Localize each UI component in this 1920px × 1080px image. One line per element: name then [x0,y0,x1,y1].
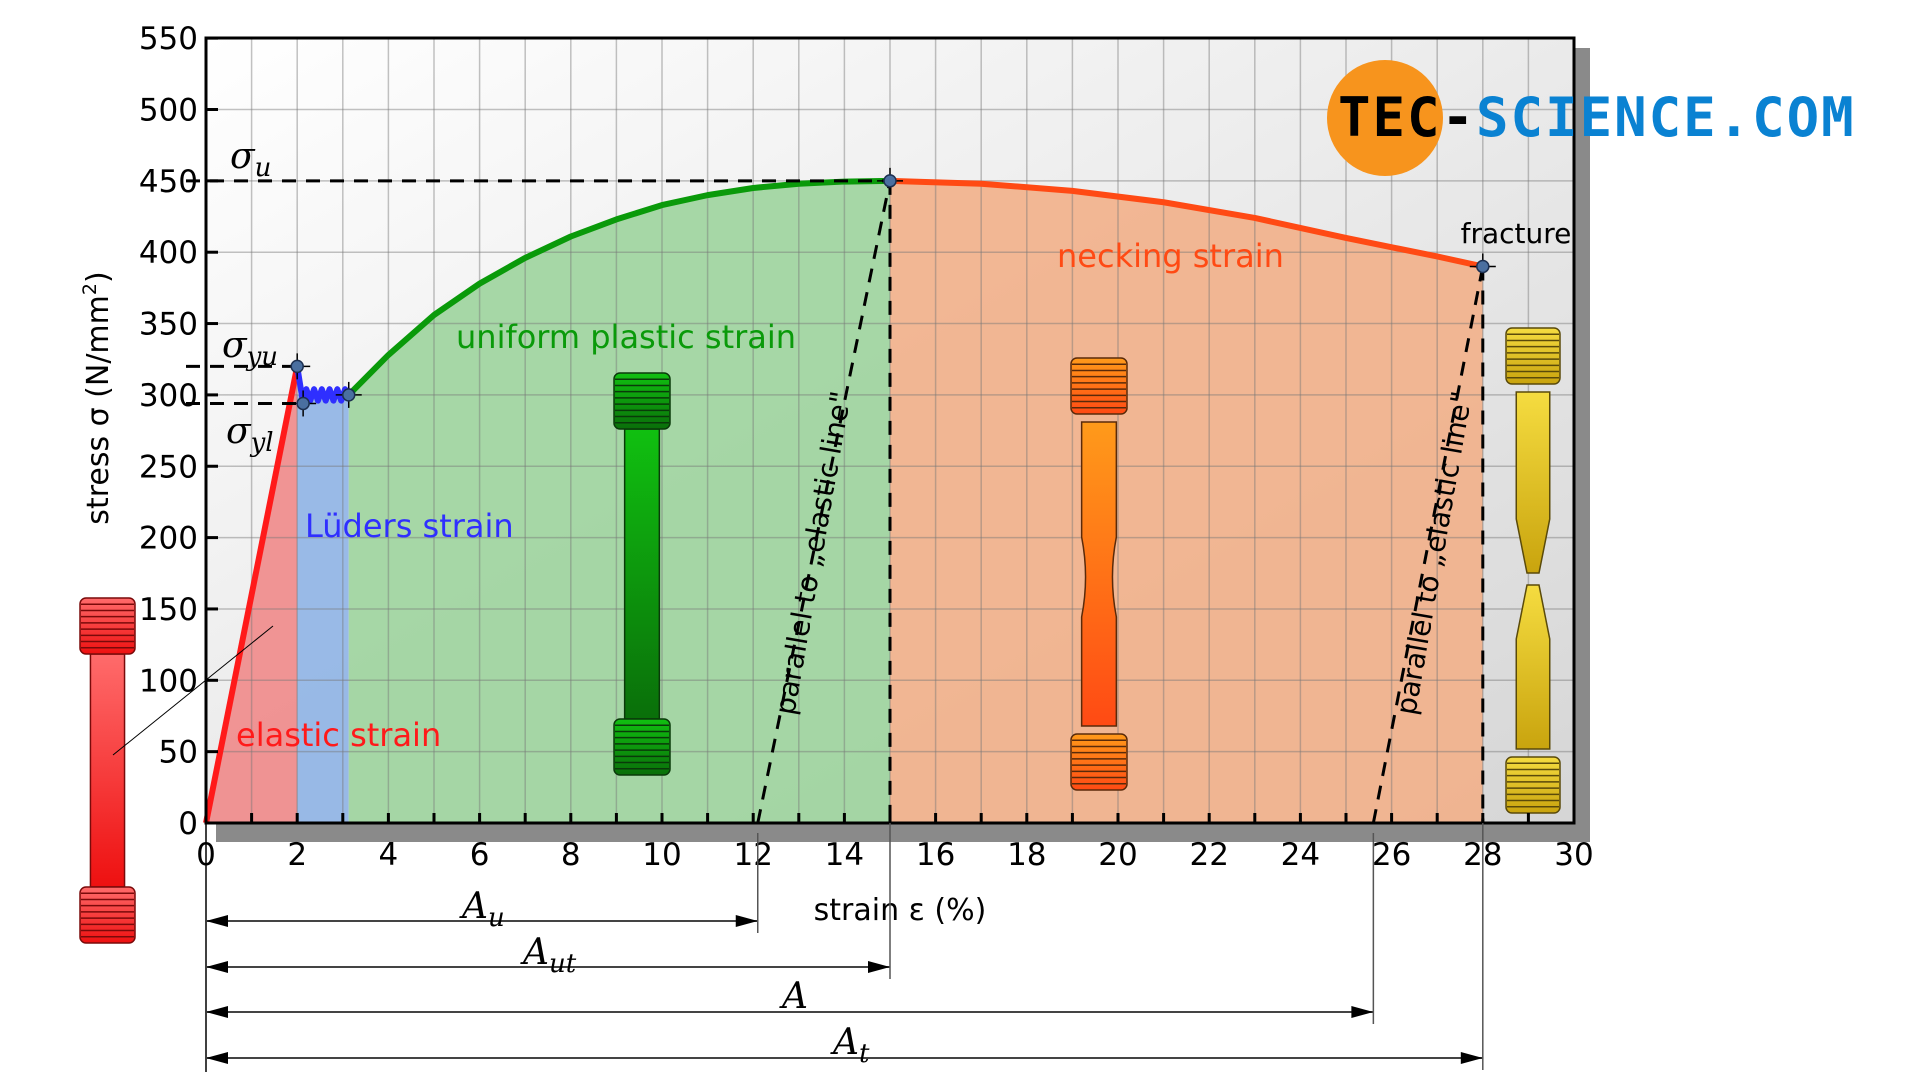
curve-uniform-plastic-strain [346,177,891,398]
svg-text:22: 22 [1189,837,1228,873]
svg-text:50: 50 [159,735,198,771]
svg-text:26: 26 [1372,837,1411,873]
curve-elastic-strain [203,365,301,824]
svg-text:12: 12 [733,837,772,873]
dim-label-Au: Au [459,886,505,933]
logo-circle [1327,60,1443,176]
svg-text:6: 6 [470,837,490,873]
y-axis-title: stress σ (N/mm2) [79,271,116,524]
svg-text:20: 20 [1098,837,1137,873]
specimen-uniform [613,372,671,776]
uniform-plastic-strain-label: uniform plastic strain [456,318,796,356]
region-fills [206,180,1483,824]
svg-text:450: 450 [139,164,198,200]
dim-label-At: At [830,1022,870,1069]
svg-text:8: 8 [561,837,581,873]
svg-text:30: 30 [1554,837,1593,873]
elastic-leader-line [112,625,274,756]
x-axis-title: strain ε (%) [814,893,987,928]
svg-text:100: 100 [139,663,198,699]
svg-text:300: 300 [139,378,198,414]
region-1 [297,394,349,823]
guide-lines [186,179,1485,824]
curve-necking-strain [889,177,1484,270]
dimension-lines [205,823,1484,1072]
svg-text:550: 550 [139,21,198,57]
region-2 [348,180,890,824]
x-axis: 0 2 4 6 8 10 12 14 16 18 20 22 24 26 28 30 [196,813,1594,873]
svg-text:4: 4 [379,837,399,873]
svg-text:14: 14 [825,837,864,873]
svg-text:350: 350 [139,307,198,343]
grid [206,38,1574,823]
curve-lüders-strain [294,365,352,407]
svg-text:10: 10 [642,837,681,873]
y-axis: 0 50 100 150 200 250 300 350 400 450 500 550 [139,21,218,842]
specimen-necking [1070,357,1128,791]
region-3 [890,180,1483,824]
key-points [284,167,1496,417]
svg-text:16: 16 [916,837,955,873]
svg-text:24: 24 [1281,837,1320,873]
sigma-yu-label: σyu [222,325,278,372]
specimen-fractured [1505,327,1561,814]
svg-text:18: 18 [1007,837,1046,873]
svg-text:2: 2 [287,837,307,873]
tec-science-logo: TEC-SCIENCE.COM [1327,60,1856,176]
sigma-yl-label: σyl [226,411,274,458]
luders-strain-label: Lüders strain [305,507,514,545]
dim-label-Aut: Aut [520,932,577,979]
logo-text: TEC-SCIENCE.COM [1338,86,1856,149]
svg-text:0: 0 [178,806,198,842]
svg-text:250: 250 [139,449,198,485]
necking-strain-label: necking strain [1057,237,1284,275]
specimen-elastic [79,597,136,944]
svg-text:200: 200 [139,521,198,557]
curves [203,177,1484,824]
svg-text:500: 500 [139,93,198,129]
fracture-label: fracture [1461,217,1572,250]
svg-text:400: 400 [139,235,198,271]
dim-label-A: A [779,976,808,1017]
sigma-u-label: σu [230,136,271,183]
elastic-strain-label: elastic strain [236,716,441,754]
svg-text:150: 150 [139,592,198,628]
